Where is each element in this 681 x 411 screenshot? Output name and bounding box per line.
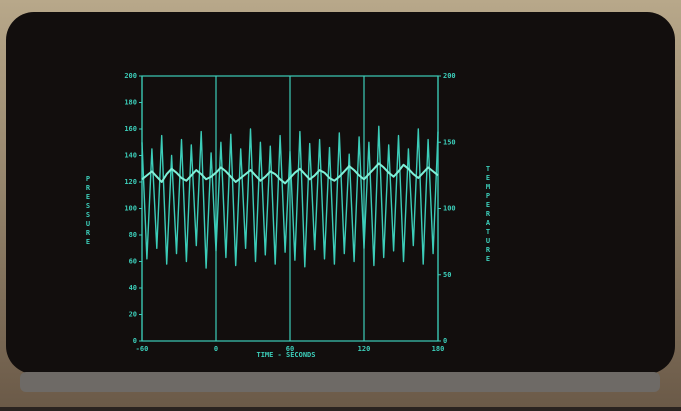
x-axis-label: TIME - SECONDS: [256, 351, 315, 359]
y2-tick-label: 200: [443, 72, 456, 80]
x-tick-label: 120: [358, 345, 371, 353]
screen-base: [20, 372, 660, 392]
y-tick-label: 80: [129, 231, 137, 239]
x-tick-label: -60: [136, 345, 149, 353]
y2-tick-label: 100: [443, 205, 456, 213]
screen: [6, 12, 675, 374]
y-tick-label: 180: [124, 99, 137, 107]
series-line: [141, 125, 439, 269]
y-tick-label: 200: [124, 72, 137, 80]
x-tick-label: 60: [286, 345, 294, 353]
y-tick-label: 40: [129, 284, 137, 292]
y-tick-label: 160: [124, 125, 137, 133]
y2-tick-label: 150: [443, 138, 456, 146]
y-tick-label: 20: [129, 311, 137, 319]
series-line: [141, 162, 439, 185]
y-tick-label: 0: [133, 337, 137, 345]
y-tick-label: 60: [129, 258, 137, 266]
x-tick-label: 0: [214, 345, 218, 353]
y-tick-label: 100: [124, 205, 137, 213]
y-tick-label: 140: [124, 152, 137, 160]
y-axis-label: PRESSURE: [84, 175, 92, 247]
y2-tick-label: 50: [443, 271, 451, 279]
y-tick-label: 120: [124, 178, 137, 186]
y2-tick-label: 0: [443, 337, 447, 345]
x-tick-label: 180: [432, 345, 445, 353]
y2-axis-label: TEMPERATURE: [484, 165, 492, 264]
